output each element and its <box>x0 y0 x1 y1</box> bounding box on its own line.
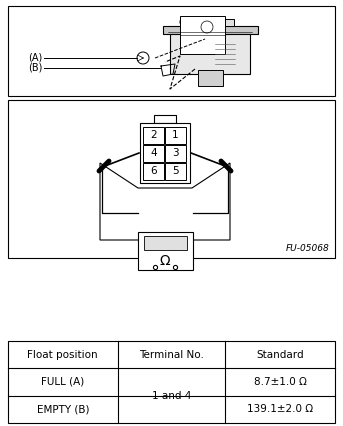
Text: (A): (A) <box>28 52 42 62</box>
Bar <box>8 341 335 423</box>
Bar <box>165 127 186 144</box>
Text: 4: 4 <box>150 149 157 158</box>
Text: 8.7±1.0 Ω: 8.7±1.0 Ω <box>254 377 307 387</box>
Circle shape <box>180 17 190 27</box>
Text: EMPTY (B): EMPTY (B) <box>36 404 89 414</box>
Text: 1: 1 <box>172 130 179 141</box>
Bar <box>163 26 258 34</box>
Bar <box>165 145 186 162</box>
Text: 5: 5 <box>172 167 179 176</box>
Text: 6: 6 <box>150 167 157 176</box>
Text: Terminal No.: Terminal No. <box>139 350 204 360</box>
Text: (B): (B) <box>28 63 43 73</box>
Text: 2: 2 <box>150 130 157 141</box>
Bar <box>180 16 225 54</box>
Bar <box>170 34 250 74</box>
Bar <box>143 163 164 180</box>
Bar <box>138 232 193 270</box>
Text: FULL (A): FULL (A) <box>41 377 84 387</box>
Bar <box>165 163 186 180</box>
Bar <box>119 368 224 396</box>
Bar <box>8 6 335 96</box>
Bar <box>220 19 234 26</box>
Bar <box>144 236 187 250</box>
Bar <box>8 100 335 258</box>
Text: Standard: Standard <box>257 350 304 360</box>
Text: 139.1±2.0 Ω: 139.1±2.0 Ω <box>247 404 313 414</box>
Bar <box>198 70 223 86</box>
Text: Ω: Ω <box>160 254 170 268</box>
Text: 1 and 4: 1 and 4 <box>152 391 191 401</box>
Text: FU-05068: FU-05068 <box>286 244 330 253</box>
Bar <box>143 127 164 144</box>
Text: 3: 3 <box>172 149 179 158</box>
Text: Float position: Float position <box>27 350 98 360</box>
Bar <box>143 145 164 162</box>
Polygon shape <box>100 163 230 240</box>
Bar <box>154 115 176 123</box>
Bar <box>140 123 190 183</box>
